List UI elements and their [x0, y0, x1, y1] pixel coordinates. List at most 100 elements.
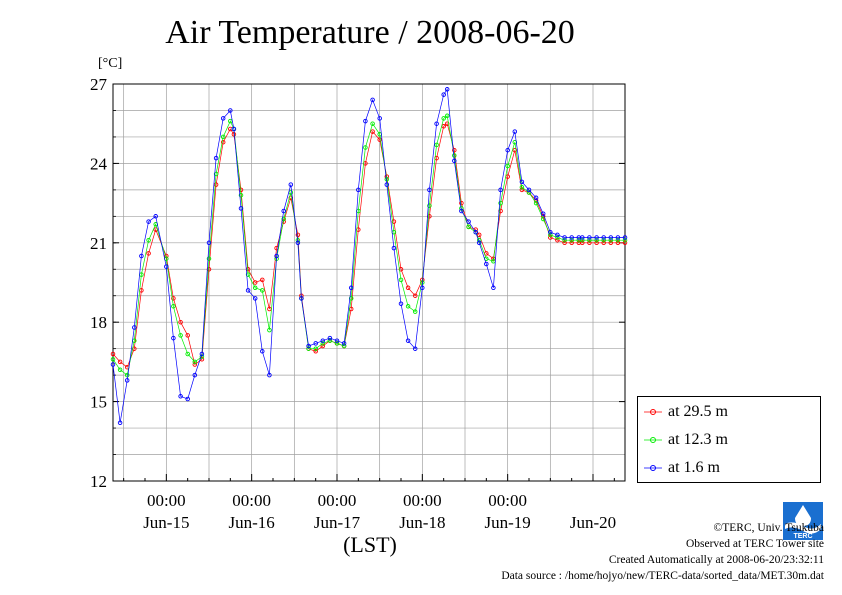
data-point [213, 182, 219, 187]
data-point [459, 200, 464, 206]
data-point [540, 211, 546, 216]
legend-label-1m: at 1.6 m [668, 459, 720, 476]
data-point [519, 179, 525, 185]
data-point [370, 129, 375, 134]
data-point [124, 378, 130, 383]
data-point [252, 280, 258, 285]
data-point [370, 121, 375, 126]
data-point [420, 285, 425, 291]
data-point [562, 240, 567, 246]
series-2 [110, 87, 628, 426]
y-tick-label: 18 [90, 313, 107, 332]
x-tick-label: 00:00 [488, 491, 527, 510]
data-point [146, 219, 151, 224]
data-point [260, 349, 265, 354]
data-point [555, 232, 560, 238]
series-line [112, 88, 625, 423]
data-point [334, 338, 340, 343]
y-tick-label: 12 [90, 472, 107, 491]
data-point [260, 277, 265, 283]
y-tick-label: 21 [90, 234, 107, 253]
data-point [313, 349, 318, 354]
x-tick-label: 00:00 [232, 491, 271, 510]
data-point [452, 158, 457, 164]
data-point [178, 333, 183, 338]
data-point [594, 237, 599, 243]
data-point [601, 237, 606, 243]
data-point [327, 335, 333, 341]
data-point [206, 256, 212, 261]
data-point [153, 214, 158, 219]
day-label: Jun-18 [399, 513, 445, 532]
data-point [252, 285, 258, 291]
data-point [327, 338, 333, 343]
series-line [112, 115, 625, 376]
data-point [405, 304, 411, 309]
data-point [146, 237, 151, 243]
legend-label-29m: at 29.5 m [668, 403, 728, 420]
data-point [220, 116, 226, 121]
data-point [498, 200, 503, 206]
credit-created: Created Automatically at 2008-06-20/23:3… [608, 554, 824, 566]
legend-item-1m: at 1.6 m [644, 457, 720, 479]
data-point [348, 296, 354, 301]
data-point [110, 351, 116, 357]
credit-source: Data source : /home/hojyo/new/TERC-data/… [501, 570, 824, 582]
data-point [427, 187, 432, 193]
data-point [412, 309, 418, 314]
data-point [295, 232, 301, 238]
data-point [548, 235, 553, 240]
grid-lines [113, 84, 625, 481]
data-point [124, 372, 130, 378]
day-label: Jun-17 [314, 513, 361, 532]
data-point [171, 335, 176, 341]
data-point [192, 372, 198, 378]
data-point [512, 147, 518, 153]
day-label: Jun-15 [143, 513, 189, 532]
data-point [459, 208, 464, 214]
legend-item-12m: at 12.3 m [644, 429, 728, 451]
terc-logo: TERC [783, 502, 823, 540]
data-point [533, 195, 539, 201]
data-point [110, 357, 116, 362]
logo-text: TERC [793, 533, 812, 540]
data-point [199, 351, 205, 357]
data-point [178, 394, 183, 399]
data-point [220, 134, 226, 140]
y-tick-label: 24 [90, 154, 108, 173]
data-point [608, 237, 614, 243]
data-point [238, 192, 244, 198]
y-tick-label: 27 [90, 75, 108, 94]
data-point [132, 325, 137, 330]
data-point [206, 240, 212, 246]
data-point [391, 245, 397, 251]
data-point [370, 97, 375, 103]
data-point [192, 362, 198, 367]
data-point [580, 235, 585, 240]
data-point [398, 277, 404, 283]
data-point [622, 237, 628, 243]
legend-marker-12m [644, 437, 662, 443]
data-point [512, 129, 518, 134]
x-axis-label: (LST) [343, 532, 397, 557]
credit-copyright: ©TERC, Univ. Tsukuba [713, 522, 824, 534]
data-point [555, 237, 560, 243]
data-point [164, 264, 169, 269]
data-point [519, 187, 525, 193]
data-point [587, 240, 592, 246]
credit-observed: Observed at TERC Tower site [685, 538, 824, 550]
data-point [139, 253, 144, 259]
x-tick-label: 00:00 [403, 491, 442, 510]
data-point [615, 240, 621, 246]
chart-title: Air Temperature / 2008-06-20 [165, 14, 575, 51]
x-tick-label: 00:00 [318, 491, 357, 510]
data-point [533, 200, 539, 206]
data-point [341, 343, 347, 349]
data-point [587, 235, 592, 240]
data-point [405, 285, 411, 291]
data-point [615, 235, 621, 240]
series-0 [110, 121, 628, 370]
data-point [377, 137, 382, 142]
data-point [452, 147, 457, 153]
